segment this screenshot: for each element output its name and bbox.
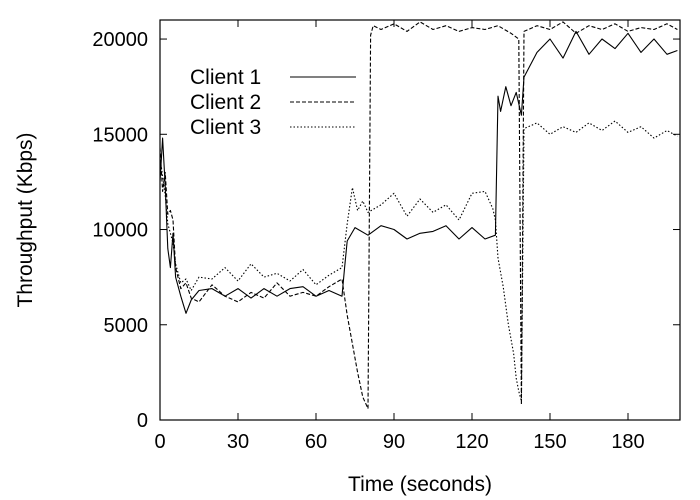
legend-label: Client 3 xyxy=(190,116,261,139)
x-tick-label: 120 xyxy=(455,431,488,453)
y-tick-label: 20000 xyxy=(92,29,148,51)
y-tick-label: 0 xyxy=(137,410,148,432)
x-tick-label: 60 xyxy=(305,431,327,453)
series-line-client-3 xyxy=(160,120,678,402)
x-axis-label: Time (seconds) xyxy=(348,473,492,496)
axis-ticks: 0 30 60 90 120 150 180 0 5000 10000 15000 20000 xyxy=(92,20,680,453)
legend-label: Client 1 xyxy=(190,66,261,89)
x-tick-label: 30 xyxy=(227,431,249,453)
legend-label: Client 2 xyxy=(190,91,261,114)
series-line-client-2 xyxy=(160,21,678,410)
series-group xyxy=(160,21,678,410)
plot-frame xyxy=(159,19,681,421)
y-tick-label: 10000 xyxy=(92,220,148,242)
y-axis-label: Throughput (Kbps) xyxy=(14,132,37,307)
x-tick-label: 90 xyxy=(383,431,405,453)
plot-area xyxy=(159,19,681,421)
x-tick-label: 0 xyxy=(154,431,165,453)
y-tick-label: 15000 xyxy=(92,124,148,146)
y-tick-label: 5000 xyxy=(104,315,149,337)
series-line-client-1 xyxy=(160,30,678,314)
x-tick-label: 180 xyxy=(611,431,644,453)
x-tick-label: 150 xyxy=(533,431,566,453)
